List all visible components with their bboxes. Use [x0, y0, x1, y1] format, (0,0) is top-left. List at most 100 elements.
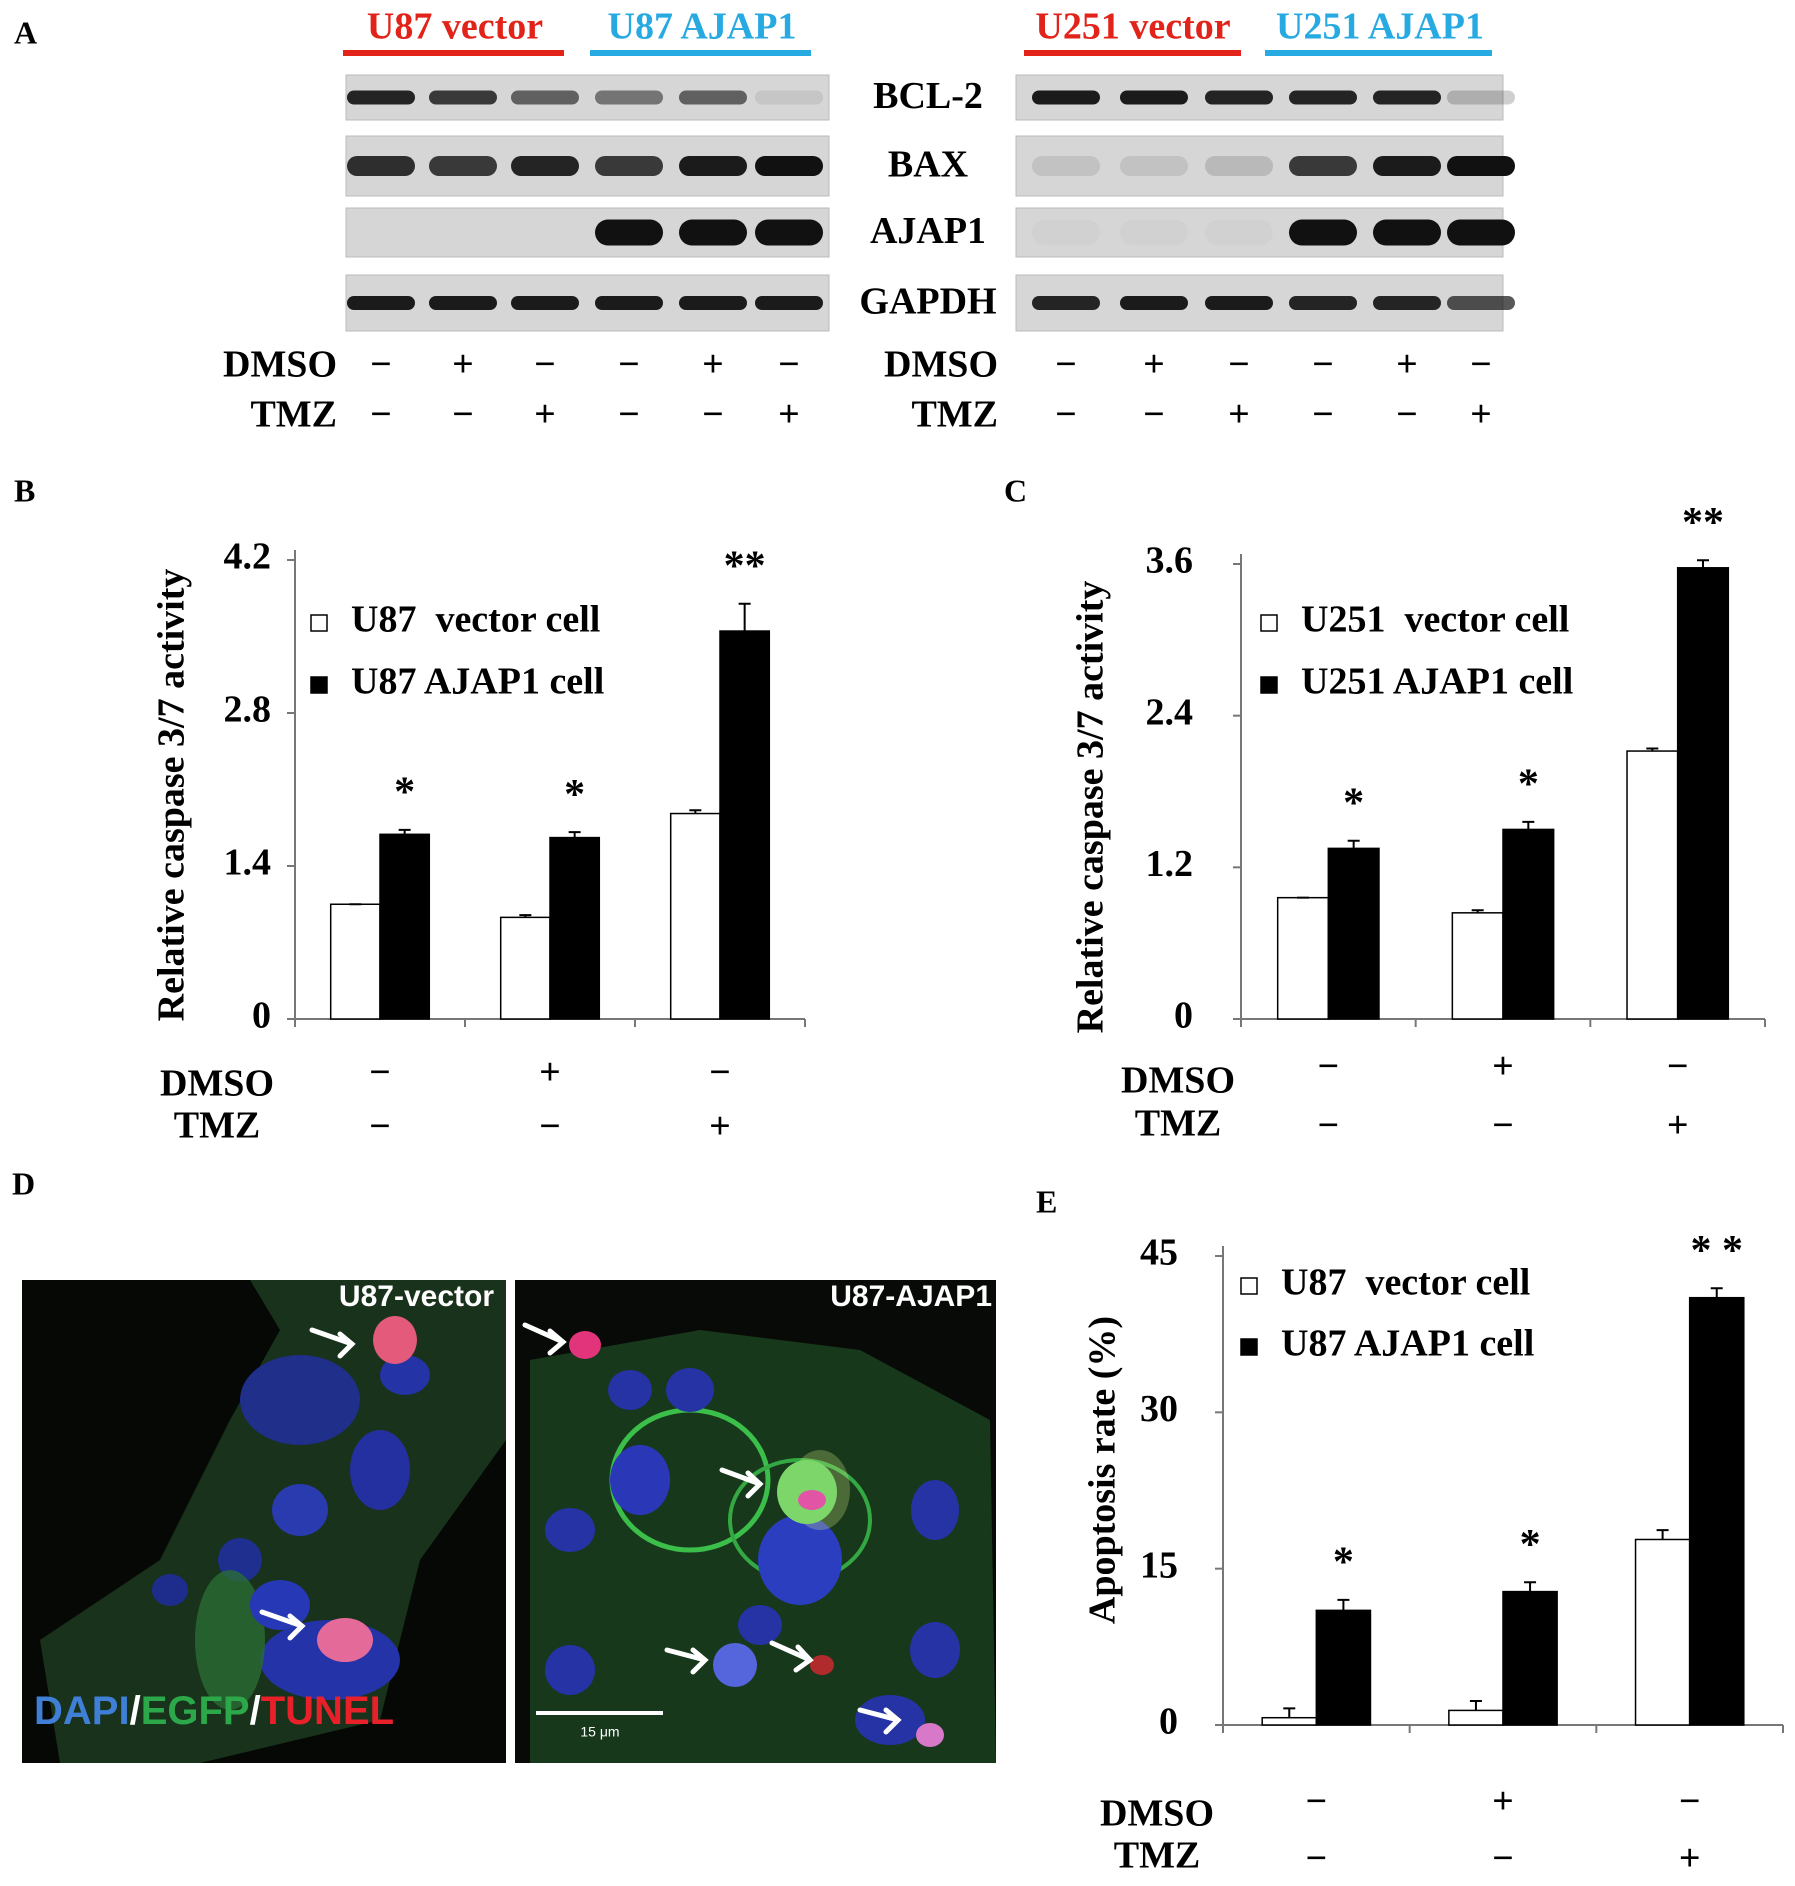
y-tick-label: 2.8 [224, 689, 272, 731]
treatment-sign: + [1470, 394, 1492, 436]
legend-swatch [310, 614, 328, 632]
condition-sign: − [1306, 1838, 1328, 1880]
bar [1676, 567, 1730, 1020]
blot-band [1289, 156, 1357, 176]
blot-row-label: AJAP1 [870, 210, 986, 252]
bar [329, 903, 381, 1020]
blot-band [347, 90, 415, 105]
y-tick-label: 0 [252, 995, 271, 1037]
condition-label: DMSO [1100, 1793, 1214, 1835]
error-bar [738, 602, 751, 632]
panel-label: C [1004, 472, 1027, 508]
treatment-sign: − [702, 394, 724, 436]
blot-band [1447, 219, 1515, 246]
error-bar [1656, 1529, 1669, 1540]
y-axis-label: Relative caspase 3/7 activity [1070, 581, 1112, 1034]
blot-band [429, 90, 497, 105]
error-bar [1337, 1598, 1350, 1611]
significance: * * [1690, 1228, 1743, 1274]
stain-name: DAPI [34, 1689, 130, 1733]
blot-band [1120, 156, 1188, 176]
treatment-sign: + [452, 344, 474, 386]
blot-band [679, 156, 747, 176]
y-axis-label: Apoptosis rate (%) [1082, 1316, 1124, 1624]
stain-legend: DAPI/EGFP/TUNEL [34, 1689, 394, 1733]
legend-swatch [1260, 614, 1278, 632]
treatment-label: TMZ [911, 394, 998, 436]
blot-group-label: U251 AJAP1 [1276, 6, 1484, 48]
error-bar [1522, 820, 1535, 830]
stain-name: / [130, 1689, 141, 1733]
legend-label: U87 vector cell [351, 599, 600, 641]
bar [1261, 1716, 1318, 1726]
error-bar [1524, 1581, 1537, 1592]
blot-band [1032, 220, 1100, 246]
bar [719, 630, 771, 1020]
error-bar [1471, 909, 1484, 913]
error-bar [1646, 747, 1659, 752]
blot-strip [345, 207, 830, 258]
y-tick-label: 4.2 [224, 536, 272, 578]
condition-sign: + [1492, 1781, 1514, 1823]
panel-label: D [12, 1165, 35, 1201]
blot-band [429, 296, 497, 310]
error-bar [1710, 1287, 1723, 1298]
blot-band [1120, 296, 1188, 310]
blot-band [595, 219, 663, 246]
treatment-sign: − [778, 344, 800, 386]
stain-name: EGFP [141, 1689, 250, 1733]
blot-band [1373, 296, 1441, 310]
error-bar [398, 828, 411, 835]
treatment-sign: − [618, 394, 640, 436]
condition-sign: − [1679, 1781, 1701, 1823]
bar [1502, 828, 1555, 1020]
y-tick-label: 1.2 [1146, 843, 1194, 885]
error-bar [1696, 559, 1709, 568]
blot-band [1373, 90, 1441, 105]
condition-sign: − [1492, 1105, 1514, 1147]
condition-label: DMSO [160, 1063, 274, 1105]
condition-sign: + [1667, 1105, 1689, 1147]
bar [669, 812, 721, 1020]
condition-sign: − [1492, 1838, 1514, 1880]
blot-band [755, 90, 823, 105]
blot-band [679, 219, 747, 246]
panel-label: B [14, 472, 35, 508]
treatment-sign: + [1143, 344, 1165, 386]
blot-band [347, 296, 415, 310]
treatment-sign: − [1143, 394, 1165, 436]
bar [379, 833, 431, 1020]
blot-band [511, 156, 579, 176]
significance: * [1343, 780, 1364, 826]
blot-row-label: GAPDH [859, 281, 996, 323]
treatment-sign: + [1396, 344, 1418, 386]
bar [1502, 1590, 1558, 1726]
condition-sign: + [1679, 1838, 1701, 1880]
legend-label: U87 vector cell [1281, 1262, 1530, 1304]
blot-row-label: BCL-2 [873, 75, 983, 117]
blot-band [595, 90, 663, 105]
bar [1634, 1538, 1691, 1726]
blot-band [595, 296, 663, 310]
treatment-sign: + [778, 394, 800, 436]
blot-band [1205, 156, 1273, 176]
error-bar [1347, 839, 1360, 849]
blot-band [1032, 90, 1100, 105]
condition-sign: − [1318, 1105, 1340, 1147]
blot-band [1447, 156, 1515, 176]
blot-band [755, 156, 823, 176]
condition-sign: − [369, 1052, 391, 1094]
blot-band [755, 296, 823, 310]
panel-label: E [1036, 1183, 1057, 1219]
y-tick-label: 15 [1140, 1544, 1178, 1586]
blot-band [1032, 296, 1100, 310]
blot-band [1373, 156, 1441, 176]
scale-bar-label: 15 μm [580, 1724, 619, 1740]
blot-band [1120, 90, 1188, 105]
blot-band [1447, 90, 1515, 105]
blot-band [755, 219, 823, 246]
blot-band [1205, 220, 1273, 246]
treatment-sign: − [1055, 394, 1077, 436]
treatment-sign: − [1312, 344, 1334, 386]
